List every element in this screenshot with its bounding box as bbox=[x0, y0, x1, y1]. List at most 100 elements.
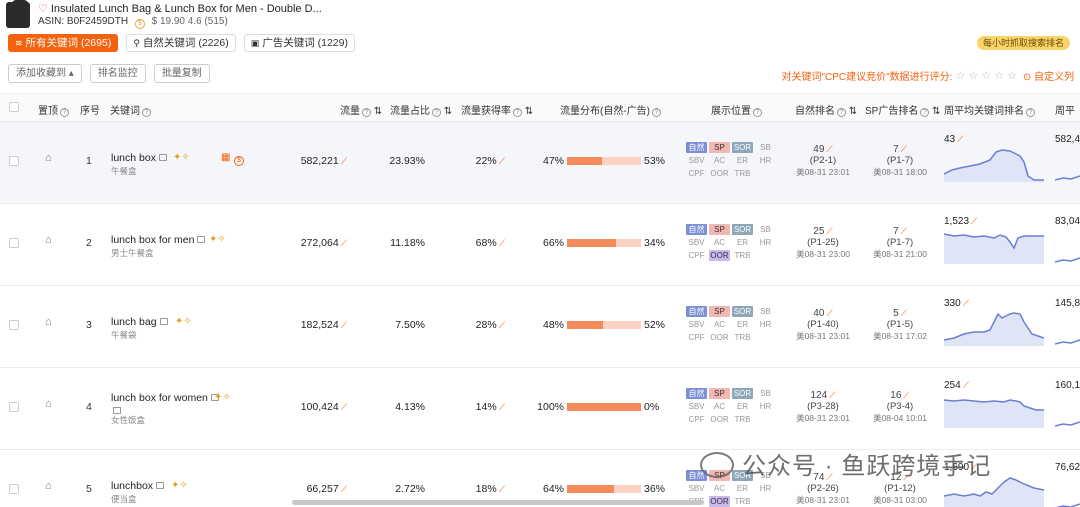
table-row[interactable]: ⌂ 4 lunch box for women 女性饭盒 ✦✧ 100,424 ⟋ 4.13%… bbox=[0, 368, 1080, 450]
help-icon[interactable]: ? bbox=[362, 108, 371, 117]
pin-tag-icon[interactable]: ⌂ bbox=[45, 152, 52, 164]
trend-icon[interactable]: ⟋ bbox=[340, 484, 347, 494]
row-checkbox[interactable] bbox=[9, 484, 19, 494]
trend-icon[interactable]: ⟋ bbox=[498, 156, 505, 166]
copy-icon[interactable] bbox=[113, 405, 121, 417]
col-keyword[interactable]: 关键词? bbox=[110, 102, 151, 117]
copy-icon[interactable] bbox=[210, 394, 219, 401]
trend-icon[interactable]: ⟋ bbox=[903, 390, 910, 400]
weekly-volume-sparkline[interactable] bbox=[1055, 246, 1080, 266]
trend-icon[interactable]: ⟋ bbox=[340, 320, 347, 330]
row-checkbox[interactable] bbox=[9, 402, 19, 412]
keyword-cell[interactable]: lunch box for women bbox=[111, 392, 219, 404]
trend-icon[interactable]: ⟋ bbox=[826, 308, 833, 318]
tab-ad-keywords[interactable]: ▣ 广告关键词 (1229) bbox=[243, 34, 355, 52]
trend-icon[interactable]: ⟋ bbox=[900, 226, 907, 236]
help-icon[interactable]: ? bbox=[753, 108, 762, 117]
star-icon[interactable]: ☆ bbox=[955, 70, 966, 82]
trend-icon[interactable]: ⟋ bbox=[900, 144, 907, 154]
help-icon[interactable]: ? bbox=[920, 108, 930, 117]
table-row[interactable]: ⌂ 5 lunchbox 便当盒 ✦✧ 66,257 ⟋ 2.72% 18% ⟋ 64% 36% 自然 S… bbox=[0, 450, 1080, 507]
grid-icon[interactable]: ▦ bbox=[221, 152, 231, 163]
trend-icon[interactable]: ⟋ bbox=[498, 238, 505, 248]
pin-tag-icon[interactable]: ⌂ bbox=[45, 316, 52, 328]
trend-icon[interactable]: ⟋ bbox=[340, 238, 347, 248]
row-checkbox[interactable] bbox=[9, 238, 19, 248]
help-icon[interactable]: ? bbox=[142, 108, 151, 117]
trend-icon[interactable]: ⟋ bbox=[962, 298, 969, 308]
table-row[interactable]: ⌂ 2 lunch box for men 男士午餐盒 ✦✧ 272,064 ⟋ 11.18%… bbox=[0, 204, 1080, 286]
asin-value[interactable]: B0F2459DTH bbox=[66, 16, 129, 27]
row-checkbox[interactable] bbox=[9, 320, 19, 330]
trend-icon[interactable]: ⟋ bbox=[826, 226, 833, 236]
help-icon[interactable]: ? bbox=[432, 108, 441, 117]
trend-icon[interactable]: ⟋ bbox=[971, 216, 978, 226]
coin-icon[interactable]: $ bbox=[234, 152, 244, 166]
trend-icon[interactable]: ⟋ bbox=[340, 402, 347, 412]
pin-tag-icon[interactable]: ⌂ bbox=[45, 398, 52, 410]
col-share[interactable]: 流量占比? ⇅ bbox=[390, 102, 452, 117]
trend-icon[interactable]: ⟋ bbox=[903, 472, 910, 482]
copy-icon[interactable] bbox=[159, 318, 168, 325]
table-row[interactable]: ⌂ 1 lunch box 午餐盒 ✦✧ ▦ $582,221 ⟋ 23.93% 22% ⟋ 47% 5… bbox=[0, 122, 1080, 204]
weekly-volume-sparkline[interactable] bbox=[1055, 164, 1080, 184]
trend-icon[interactable]: ⟋ bbox=[498, 320, 505, 330]
copy-icon[interactable] bbox=[158, 154, 167, 161]
help-icon[interactable]: ? bbox=[837, 108, 846, 117]
help-icon[interactable]: ? bbox=[1026, 108, 1035, 117]
trend-icon[interactable]: ⟋ bbox=[826, 144, 833, 154]
trend-icon[interactable]: ⟋ bbox=[971, 462, 978, 472]
weekly-volume-sparkline[interactable] bbox=[1055, 492, 1080, 507]
hourly-badge[interactable]: 每小时抓取搜索排名 bbox=[976, 36, 1070, 50]
pin-tag-icon[interactable]: ⌂ bbox=[45, 234, 52, 246]
col-position[interactable]: 展示位置? bbox=[711, 102, 762, 117]
star-icon[interactable]: ☆ bbox=[994, 70, 1004, 82]
weekly-volume-sparkline[interactable] bbox=[1055, 410, 1080, 430]
product-title[interactable]: ♡ Insulated Lunch Bag & Lunch Box for Men… bbox=[38, 2, 322, 15]
rank-monitor-button[interactable]: 排名监控 bbox=[89, 64, 146, 83]
keyword-cell[interactable]: lunch box for men bbox=[111, 234, 206, 246]
weekly-volume-sparkline[interactable] bbox=[1055, 328, 1080, 348]
trend-icon[interactable]: ⟋ bbox=[340, 156, 347, 166]
custom-columns-button[interactable]: ⊙ 自定义列 bbox=[1023, 68, 1074, 83]
heart-icon[interactable]: ♡ bbox=[38, 3, 48, 15]
weekly-rank-sparkline[interactable] bbox=[944, 228, 1044, 264]
copy-icon[interactable] bbox=[156, 482, 165, 489]
batch-copy-button[interactable]: 批量复制 bbox=[153, 64, 210, 83]
trend-icon[interactable]: ⟋ bbox=[900, 308, 907, 318]
add-favorite-button[interactable]: 添加收藏到 ▴ bbox=[8, 64, 82, 83]
star-icon[interactable]: ☆ bbox=[981, 70, 992, 82]
product-thumbnail[interactable] bbox=[6, 0, 30, 28]
trend-icon[interactable]: ⟋ bbox=[498, 402, 505, 412]
sort-icon[interactable]: ⇅ bbox=[848, 106, 858, 117]
col-volume[interactable]: 流量? ⇅ bbox=[340, 102, 382, 117]
row-checkbox[interactable] bbox=[9, 156, 19, 166]
tab-organic-keywords[interactable]: ⚲ 自然关键词 (2226) bbox=[126, 34, 236, 52]
keyword-cell[interactable]: lunch bag bbox=[111, 316, 168, 328]
help-icon[interactable]: ? bbox=[513, 108, 522, 117]
tab-all-keywords[interactable]: ≋ 所有关键词 (2695) bbox=[8, 34, 119, 52]
weekly-rank-sparkline[interactable] bbox=[944, 310, 1044, 346]
trend-icon[interactable]: ⟋ bbox=[957, 134, 964, 144]
trend-icon[interactable]: ⟋ bbox=[826, 472, 833, 482]
copy-icon[interactable] bbox=[197, 236, 206, 243]
star-icon[interactable]: ☆ bbox=[1006, 70, 1017, 82]
col-weekly-volume[interactable]: 周平 bbox=[1055, 106, 1075, 117]
star-icon[interactable]: ☆ bbox=[968, 70, 979, 82]
table-row[interactable]: ⌂ 3 lunch bag 午餐袋 ✦✧ 182,524 ⟋ 7.50% 28% ⟋ 48% 52% 自… bbox=[0, 286, 1080, 368]
weekly-rank-sparkline[interactable] bbox=[944, 392, 1044, 428]
col-capture[interactable]: 流量获得率? ⇅ bbox=[461, 102, 533, 117]
col-weekly-rank[interactable]: 周平均关键词排名? bbox=[944, 102, 1035, 117]
trend-icon[interactable]: ⟋ bbox=[829, 390, 836, 400]
horizontal-scrollbar[interactable] bbox=[292, 500, 704, 505]
col-organic-rank[interactable]: 自然排名? ⇅ bbox=[795, 102, 857, 117]
col-pin[interactable]: 置顶? bbox=[38, 102, 69, 117]
col-distribution[interactable]: 流量分布(自然-广告)? bbox=[560, 102, 661, 117]
weekly-rank-sparkline[interactable] bbox=[944, 146, 1044, 182]
col-sp-rank[interactable]: SP广告排名? ⇅ bbox=[865, 102, 941, 117]
keyword-cell[interactable]: lunchbox bbox=[111, 480, 165, 492]
sort-icon[interactable]: ⇅ bbox=[443, 106, 453, 117]
trend-icon[interactable]: ⟋ bbox=[962, 380, 969, 390]
weekly-rank-sparkline[interactable] bbox=[944, 474, 1044, 507]
sort-icon[interactable]: ⇅ bbox=[932, 106, 941, 117]
